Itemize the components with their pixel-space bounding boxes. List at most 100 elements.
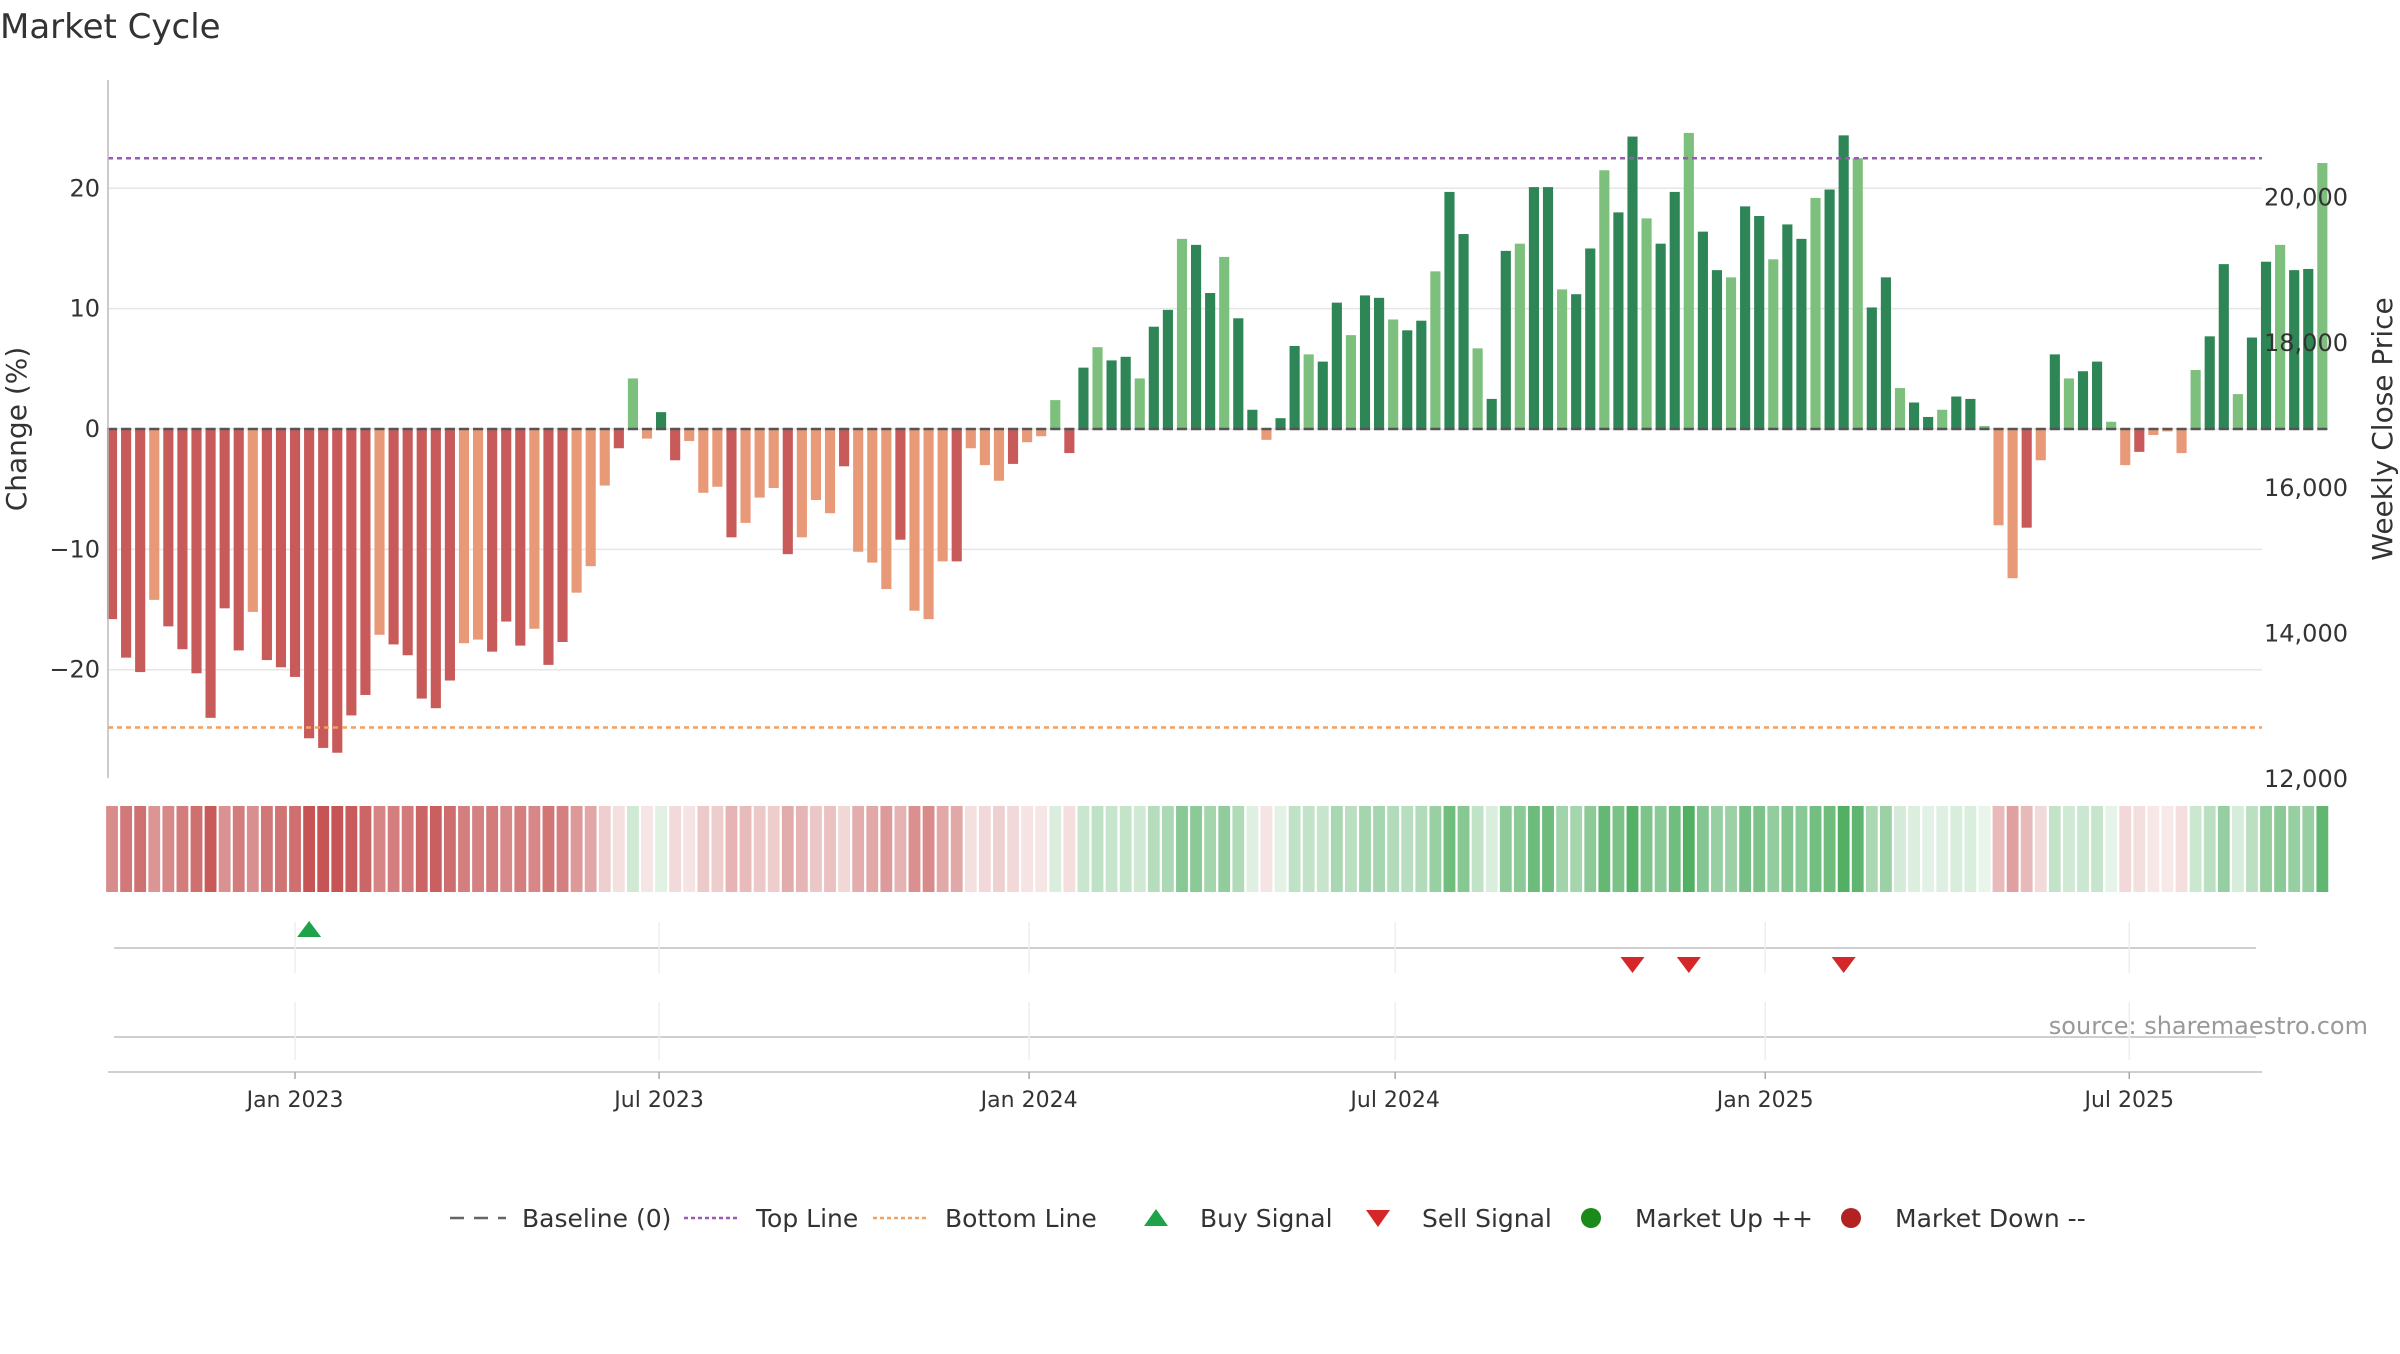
heat-cell [2119,806,2132,892]
heat-cell [570,806,583,892]
change-bar [416,429,427,699]
change-bar [2232,394,2243,429]
heat-cell [810,806,822,892]
heat-cell [655,806,667,892]
change-bar [810,429,822,501]
change-bar [1585,248,1596,429]
change-bar [2106,421,2117,429]
heat-cell [1133,806,1146,892]
heat-cell [978,806,991,892]
change-bar [698,429,709,493]
change-bar [1458,234,1469,429]
heat-cell [1598,806,1611,892]
change-bar [2134,429,2145,452]
change-bar [965,429,976,449]
heat-cell [936,806,949,892]
heat-cell [1654,806,1667,892]
heat-cell [1105,806,1118,892]
heat-cell [1767,806,1780,892]
heat-cell [246,806,259,892]
change-bar [1711,270,1723,429]
heat-strip [106,806,2329,892]
change-bar [2148,429,2159,436]
change-bar [585,429,596,567]
change-bar [627,378,638,429]
heat-cell [1119,806,1132,892]
change-bar [261,429,272,661]
heat-cell [838,806,851,892]
heat-cell [767,806,780,892]
heat-cell [908,806,921,892]
change-bar [135,429,146,673]
heat-cell [1570,806,1583,892]
change-bar [1036,429,1047,437]
change-bar [275,429,287,668]
heat-cell [1077,806,1090,892]
y-axis-title: Change (%) [0,347,33,512]
heat-cell [1035,806,1048,892]
change-bar [1979,425,1990,429]
heat-cell [1640,806,1653,892]
legend-circle-icon [1841,1208,1861,1228]
heat-cell [2302,806,2315,892]
change-bar [1050,400,1061,429]
change-bar [1824,189,1835,429]
change-bar [1514,243,1525,429]
heat-cell [1894,806,1906,892]
heat-cell [556,806,569,892]
heat-cell [528,806,541,892]
y2-tick-label: 16,000 [2264,474,2348,502]
change-bar [2063,378,2074,429]
change-bar [430,429,441,709]
y2-tick-label: 18,000 [2264,329,2348,357]
heat-cell [443,806,456,892]
change-bar [1402,330,1413,429]
change-bar [1205,293,1216,429]
heat-cell [1429,806,1442,892]
heat-cell [1556,806,1569,892]
heat-cell [1837,806,1850,892]
change-bar [360,429,371,695]
reference-lines [108,156,2262,729]
legend-label: Top Line [755,1204,858,1233]
heat-cell [275,806,287,892]
change-bar [1176,238,1188,429]
change-bar [754,429,765,498]
heat-cell [289,806,301,892]
change-bar [1782,224,1793,429]
heat-cell [106,806,118,892]
heat-cell [1584,806,1597,892]
change-bar [1247,409,1258,429]
change-bar [712,429,723,487]
change-bar [1951,396,1962,429]
change-bar [613,429,624,449]
heat-cell [1288,806,1301,892]
heat-cell [232,806,245,892]
heat-cell [1302,806,1315,892]
change-bar [1022,429,1033,443]
heat-cell [1443,806,1456,892]
heat-cell [2048,806,2061,892]
change-bar [205,429,216,718]
change-bar [1923,416,1934,429]
heat-cell [2260,806,2272,892]
change-bar [1472,348,1483,429]
y-tick-label: 0 [85,415,100,443]
change-bar [1500,250,1511,429]
change-bar [1542,187,1554,429]
heat-cell [1851,806,1864,892]
change-bar [853,429,864,552]
heat-cell [1992,806,2005,892]
change-bar [1148,326,1159,429]
change-bar [979,429,990,466]
legend-buy-triangle-icon [1144,1209,1168,1226]
axes-layer: 20 10 0 −10 −20 20,000 18,000 16,000 14,000 12,00… [0,80,2399,793]
change-bar [332,429,343,753]
change-bar [2289,270,2300,429]
heat-cell [1387,806,1400,892]
heat-cell [134,806,147,892]
legend-circle-icon [1581,1208,1601,1228]
change-bar [768,429,779,488]
heat-cell [1232,806,1245,892]
